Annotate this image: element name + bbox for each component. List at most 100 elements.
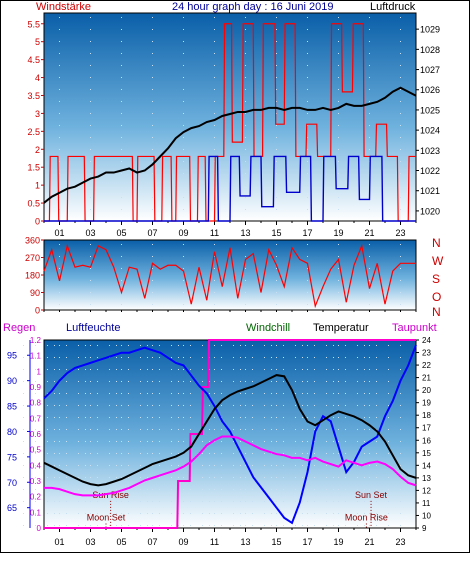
grid-dot	[90, 256, 91, 257]
grid-dot	[245, 369, 246, 370]
grid-dot	[85, 525, 86, 526]
grid-dot	[209, 477, 210, 478]
grid-dot	[116, 453, 117, 454]
wind-axis-tick-label: 5	[35, 37, 40, 47]
grid-dot	[307, 17, 308, 18]
grid-dot	[264, 369, 265, 370]
grid-dot	[90, 268, 91, 269]
grid-dot	[97, 417, 98, 418]
grid-dot	[245, 77, 246, 78]
grid-dot	[152, 345, 153, 346]
grid-dot	[66, 453, 67, 454]
grid-dot	[276, 137, 277, 138]
x-tick-label: 19	[333, 228, 343, 238]
grid-dot	[90, 209, 91, 210]
x-tick-label: 23	[395, 537, 405, 547]
grid-dot	[338, 125, 339, 126]
grid-dot	[159, 501, 160, 502]
wind-axis-tick-label: 1.5	[27, 163, 40, 173]
grid-dot	[271, 489, 272, 490]
grid-dot	[338, 369, 339, 370]
grid-dot	[376, 369, 377, 370]
grid-dot	[78, 405, 79, 406]
grid-dot	[152, 41, 153, 42]
pressure-axis-tick-label: 1027	[420, 65, 440, 75]
grid-dot	[307, 173, 308, 174]
grid-dot	[214, 417, 215, 418]
wind-axis-tick-label: 1	[35, 181, 40, 191]
grid-dot	[147, 357, 148, 358]
grid-dot	[338, 256, 339, 257]
grid-dot	[128, 417, 129, 418]
grid-dot	[121, 256, 122, 257]
grid-dot	[276, 185, 277, 186]
grid-dot	[283, 417, 284, 418]
grid-dot	[54, 525, 55, 526]
grid-dot	[209, 393, 210, 394]
grid-dot	[245, 345, 246, 346]
grid-dot	[209, 381, 210, 382]
grid-dot	[183, 357, 184, 358]
grid-dot	[159, 453, 160, 454]
grid-dot	[97, 393, 98, 394]
grid-dot	[283, 369, 284, 370]
grid-dot	[183, 477, 184, 478]
grid-dot	[345, 417, 346, 418]
grid-dot	[171, 489, 172, 490]
grid-dot	[59, 113, 60, 114]
grid-dot	[400, 405, 401, 406]
grid-dot	[90, 280, 91, 281]
grid-dot	[240, 477, 241, 478]
temperature-axis-tick-label: 21	[422, 374, 431, 383]
grid-dot	[221, 465, 222, 466]
grid-dot	[147, 417, 148, 418]
grid-dot	[307, 185, 308, 186]
grid-dot	[326, 477, 327, 478]
grid-dot	[264, 405, 265, 406]
grid-dot	[54, 513, 55, 514]
grid-dot	[307, 101, 308, 102]
grid-dot	[116, 369, 117, 370]
grid-dot	[283, 381, 284, 382]
dewpoint-label: Taupunkt	[392, 322, 437, 334]
grid-dot	[78, 489, 79, 490]
pressure-axis-tick-label: 1024	[420, 126, 440, 136]
grid-dot	[23, 405, 24, 406]
grid-dot	[240, 381, 241, 382]
grid-dot	[109, 345, 110, 346]
grid-dot	[214, 29, 215, 30]
temperature-axis-tick-label: 22	[422, 361, 431, 370]
grid-dot	[152, 65, 153, 66]
grid-dot	[47, 357, 48, 358]
grid-dot	[90, 101, 91, 102]
grid-dot	[178, 369, 179, 370]
grid-dot	[307, 465, 308, 466]
grid-dot	[276, 41, 277, 42]
grid-dot	[140, 465, 141, 466]
grid-dot	[214, 357, 215, 358]
x-tick-label: 01	[54, 537, 64, 547]
grid-dot	[357, 369, 358, 370]
grid-dot	[302, 441, 303, 442]
grid-dot	[23, 429, 24, 430]
grid-dot	[271, 465, 272, 466]
grid-dot	[202, 513, 203, 514]
grid-dot	[326, 405, 327, 406]
grid-dot	[302, 381, 303, 382]
humidity-label: Luftfeuchte	[66, 322, 120, 334]
grid-dot	[369, 477, 370, 478]
grid-dot	[388, 525, 389, 526]
grid-dot	[264, 513, 265, 514]
grid-dot	[90, 29, 91, 30]
grid-dot	[245, 173, 246, 174]
grid-dot	[190, 405, 191, 406]
pressure-axis-tick-label: 1021	[420, 186, 440, 196]
grid-dot	[376, 405, 377, 406]
grid-dot	[388, 357, 389, 358]
grid-dot	[326, 393, 327, 394]
grid-dot	[369, 405, 370, 406]
grid-dot	[295, 369, 296, 370]
grid-dot	[314, 501, 315, 502]
grid-dot	[214, 292, 215, 293]
grid-dot	[47, 345, 48, 346]
